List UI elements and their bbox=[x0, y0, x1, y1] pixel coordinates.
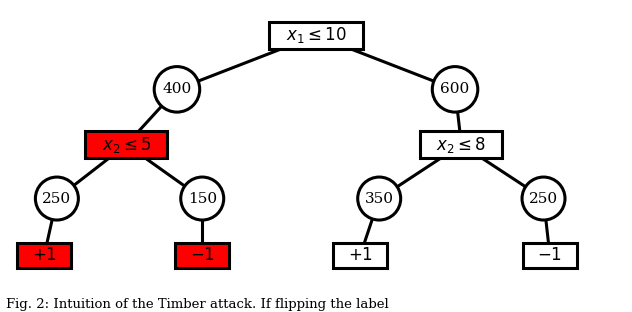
Text: $x_2 \leq 5$: $x_2 \leq 5$ bbox=[102, 135, 151, 155]
FancyBboxPatch shape bbox=[269, 22, 363, 49]
Text: $-1$: $-1$ bbox=[190, 247, 215, 264]
Ellipse shape bbox=[154, 66, 200, 112]
FancyBboxPatch shape bbox=[85, 131, 167, 158]
Ellipse shape bbox=[358, 177, 401, 220]
Text: 600: 600 bbox=[441, 82, 470, 96]
Text: 150: 150 bbox=[188, 192, 217, 206]
FancyBboxPatch shape bbox=[18, 242, 71, 268]
Text: Fig. 2: Intuition of the Timber attack. If flipping the label: Fig. 2: Intuition of the Timber attack. … bbox=[6, 298, 389, 311]
Text: 250: 250 bbox=[529, 192, 558, 206]
Text: $+1$: $+1$ bbox=[348, 247, 373, 264]
FancyBboxPatch shape bbox=[176, 242, 229, 268]
Text: $x_1 \leq 10$: $x_1 \leq 10$ bbox=[286, 26, 346, 46]
Ellipse shape bbox=[181, 177, 224, 220]
Text: $+1$: $+1$ bbox=[32, 247, 57, 264]
Text: 350: 350 bbox=[365, 192, 394, 206]
Text: 400: 400 bbox=[162, 82, 191, 96]
FancyBboxPatch shape bbox=[523, 242, 576, 268]
Text: $x_2 \leq 8$: $x_2 \leq 8$ bbox=[437, 135, 486, 155]
Ellipse shape bbox=[432, 66, 478, 112]
Text: $-1$: $-1$ bbox=[537, 247, 562, 264]
FancyBboxPatch shape bbox=[334, 242, 387, 268]
Ellipse shape bbox=[35, 177, 78, 220]
Ellipse shape bbox=[522, 177, 565, 220]
FancyBboxPatch shape bbox=[420, 131, 502, 158]
Text: 250: 250 bbox=[42, 192, 71, 206]
